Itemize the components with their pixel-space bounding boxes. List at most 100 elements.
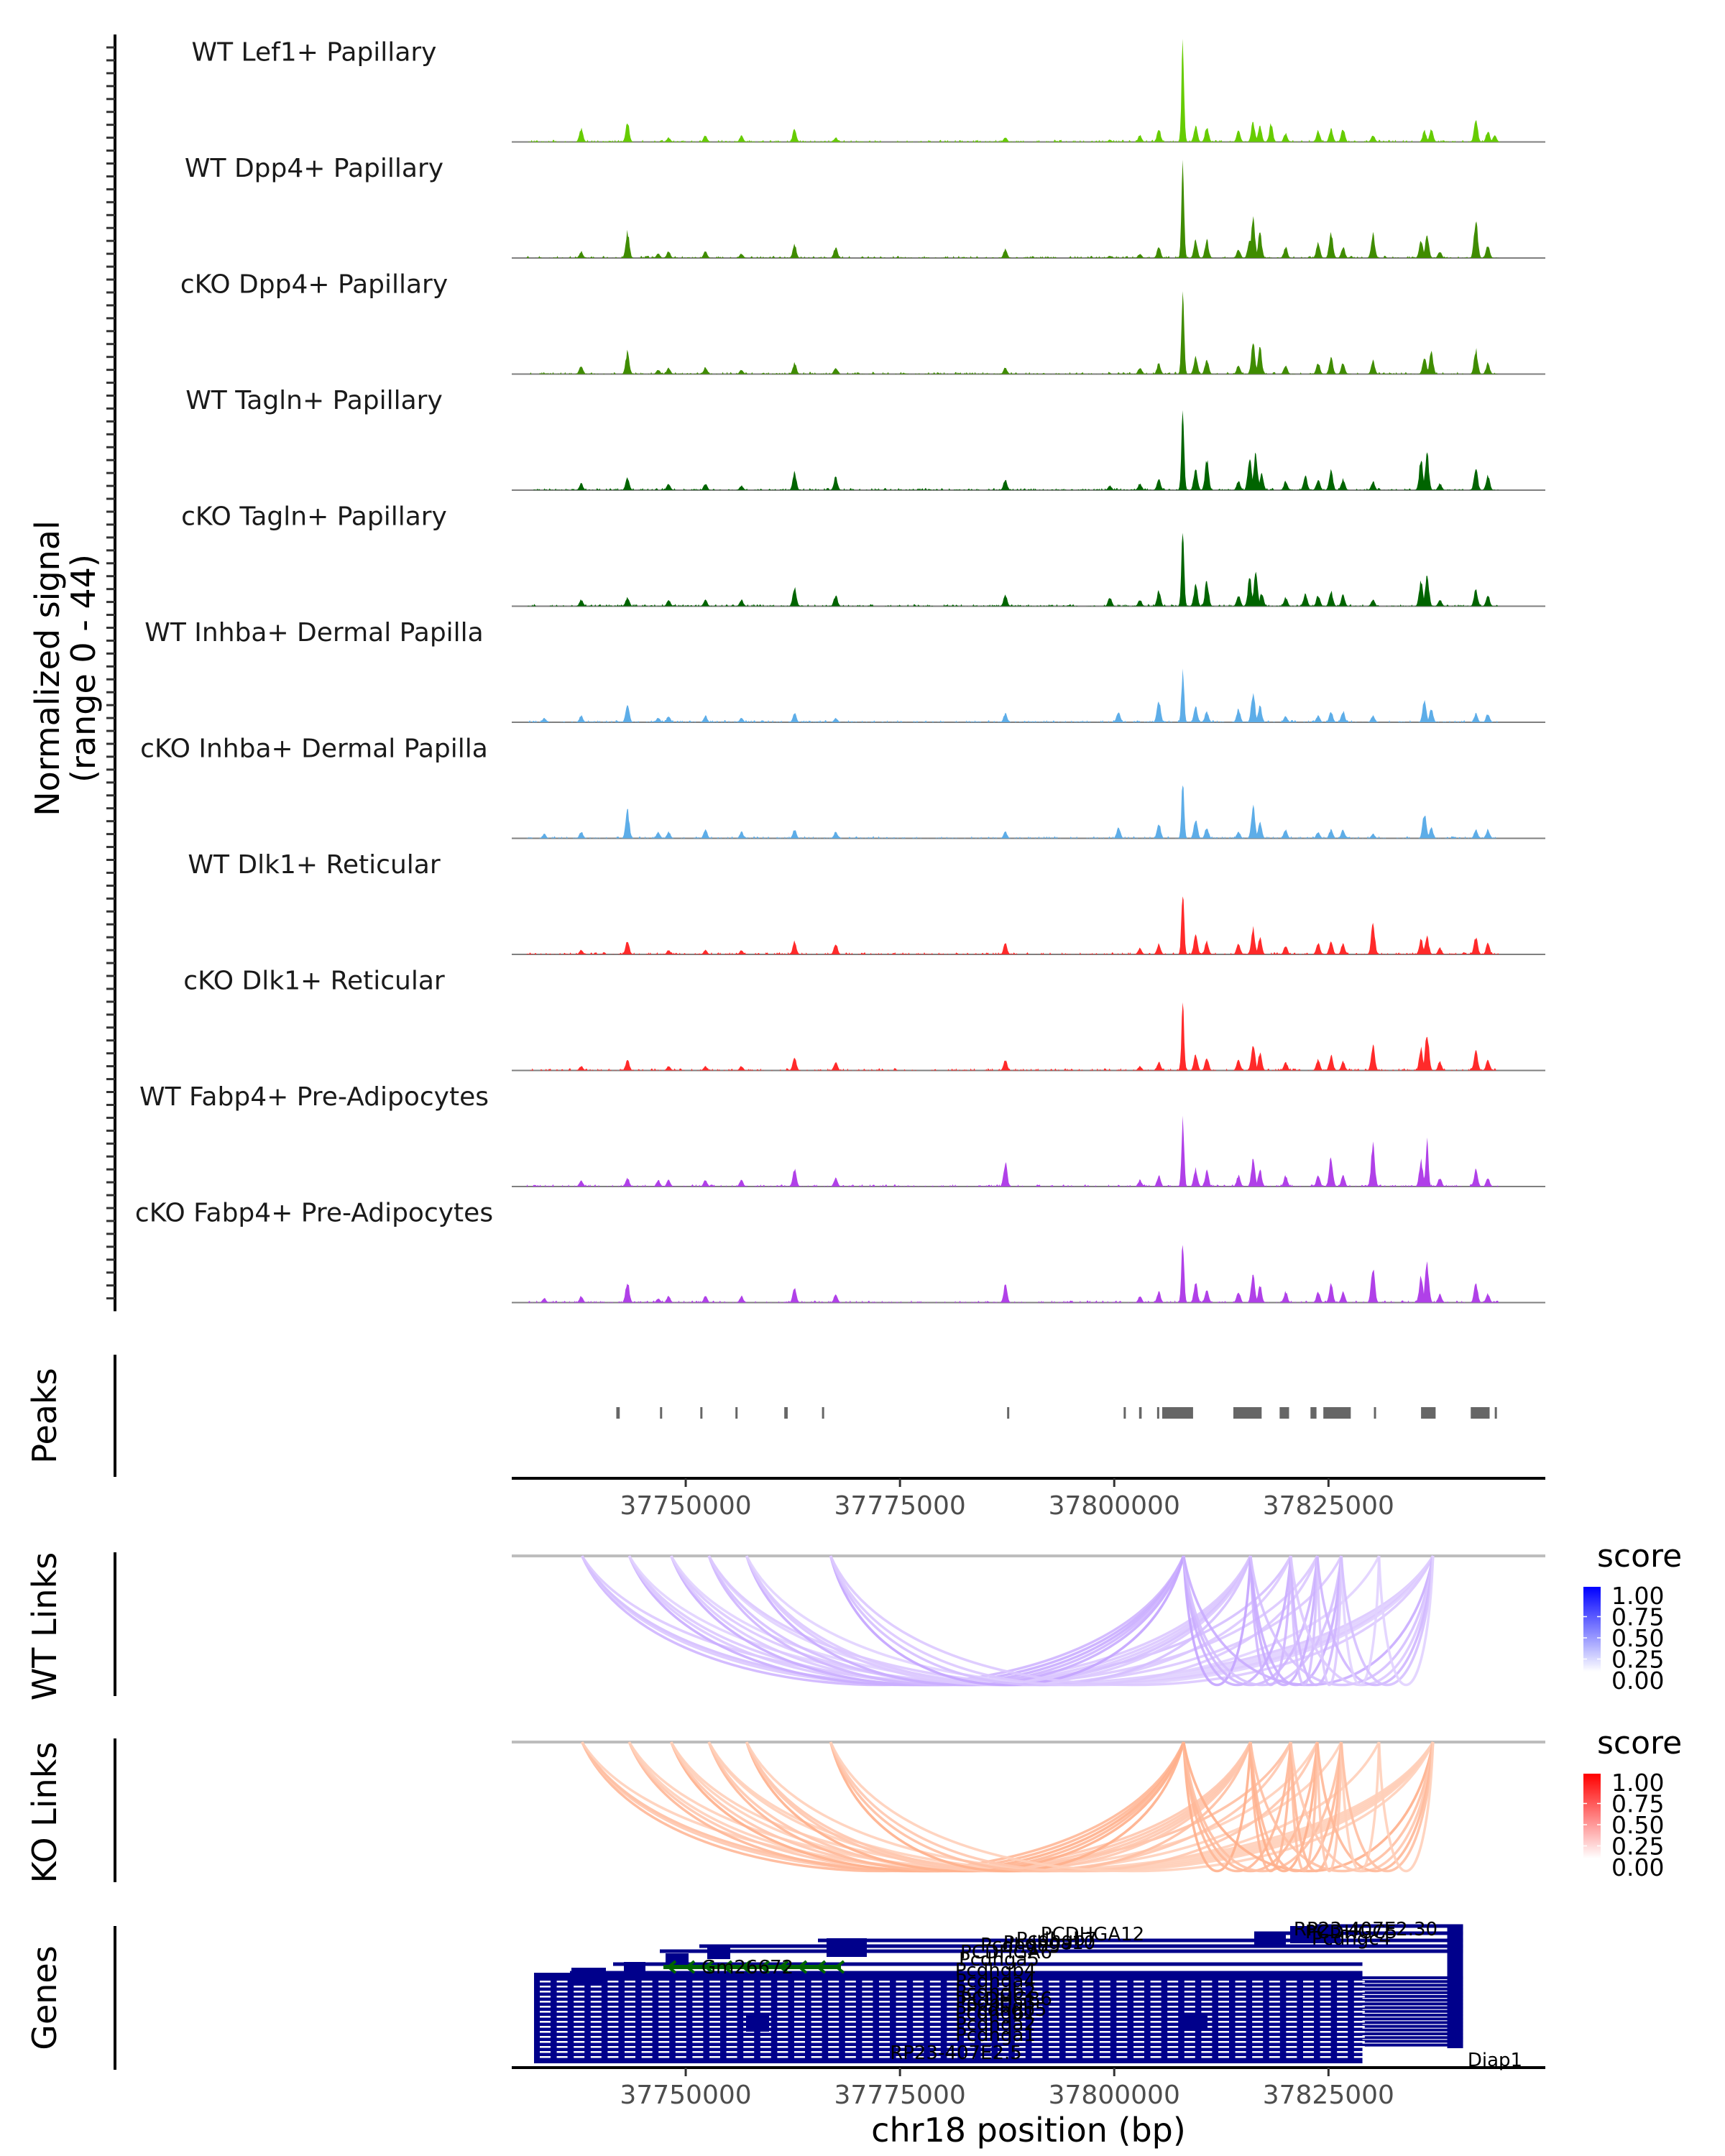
strand-dash — [1167, 2031, 1179, 2033]
strand-dash — [1167, 2006, 1179, 2008]
strand-dash — [777, 1996, 788, 1998]
score-legend: score 1.000.750.500.250.00 — [1583, 1725, 1682, 1881]
strand-dash — [794, 1991, 806, 1993]
strand-dash — [998, 1991, 1009, 1993]
strand-dash — [1218, 2051, 1230, 2053]
strand-dash — [1031, 2041, 1043, 2043]
strand-dash — [692, 2036, 704, 2038]
y-axis-title-line2: (range 0 - 44) — [64, 554, 103, 783]
strand-dash — [1337, 1996, 1348, 1998]
link-arc — [1249, 1741, 1319, 1873]
strand-dash — [896, 2011, 907, 2013]
link-arc — [1340, 1741, 1381, 1872]
strand-dash — [1133, 2041, 1145, 2043]
peak-region — [1162, 1407, 1193, 1419]
x-tick-label: 37825000 — [1263, 2081, 1394, 2110]
strand-dash — [794, 2016, 806, 2018]
strand-dash — [1099, 2001, 1110, 2003]
strand-dash — [1167, 2036, 1179, 2038]
strand-dash — [811, 2026, 822, 2028]
legend-tick-label: 0.25 — [1611, 1646, 1664, 1674]
strand-dash — [1353, 1986, 1365, 1988]
link-arc — [1340, 1741, 1435, 1873]
strand-dash — [1184, 2051, 1195, 2053]
x-tick-label: 37775000 — [834, 1491, 966, 1521]
strand-dash — [574, 2026, 585, 2028]
strand-dash — [675, 2036, 686, 2038]
strand-dash — [1320, 2006, 1331, 2008]
legend-tick-label: 0.00 — [1611, 1667, 1664, 1695]
strand-dash — [675, 2011, 686, 2013]
strand-dash — [845, 2026, 856, 2028]
strand-dash — [1201, 1986, 1213, 1988]
strand-dash — [540, 2031, 551, 2033]
strand-dash — [1065, 2006, 1077, 2008]
link-arc — [1182, 1555, 1319, 1687]
strand-dash — [590, 2051, 602, 2053]
strand-dash — [743, 2001, 755, 2003]
strand-dash — [675, 2016, 686, 2018]
strand-dash — [1116, 2011, 1128, 2013]
strand-dash — [1099, 2026, 1110, 2028]
strand-dash — [658, 1996, 670, 1998]
strand-dash — [641, 1996, 653, 1998]
strand-dash — [1303, 2026, 1315, 2028]
strand-dash — [1116, 1981, 1128, 1983]
peak-region — [1310, 1407, 1317, 1419]
strand-dash — [1269, 2031, 1280, 2033]
strand-dash — [692, 2021, 704, 2023]
strand-dash — [913, 1996, 924, 1998]
strand-dash — [811, 1986, 822, 1988]
signal-track: WT Inhba+ Dermal Papilla — [144, 618, 1545, 723]
gene-label: Pcdhga4 — [955, 1971, 1036, 1992]
strand-dash — [1269, 1996, 1280, 1998]
signal-track: cKO Inhba+ Dermal Papilla — [140, 734, 1545, 839]
strand-dash — [980, 1986, 992, 1988]
strand-dash — [1133, 1991, 1145, 1993]
strand-dash — [947, 2041, 958, 2043]
signal-tracks: WT Lef1+ Papillary WT Dpp4+ Papillary cKO … — [135, 37, 1545, 1304]
strand-dash — [709, 2016, 721, 2018]
strand-dash — [1065, 2021, 1077, 2023]
strand-dash — [1320, 1996, 1331, 1998]
strand-dash — [980, 2026, 992, 2028]
track-label: WT Lef1+ Papillary — [192, 37, 437, 67]
gene-label: Pcdhgb1 — [955, 2003, 1036, 2024]
strand-dash — [811, 2001, 822, 2003]
strand-dash — [811, 2051, 822, 2053]
strand-dash — [929, 2011, 941, 2013]
strand-dash — [1049, 2046, 1060, 2048]
strand-dash — [947, 2001, 958, 2003]
score-legend: score 1.000.750.500.250.00 — [1583, 1538, 1682, 1695]
strand-dash — [980, 2046, 992, 2048]
strand-dash — [675, 2051, 686, 2053]
strand-dash — [1252, 1981, 1264, 1983]
strand-dash — [777, 2051, 788, 2053]
exon-block — [707, 1946, 730, 1959]
strand-dash — [811, 1996, 822, 1998]
strand-dash — [1133, 2031, 1145, 2033]
strand-dash — [929, 1981, 941, 1983]
strand-dash — [998, 2041, 1009, 2043]
strand-dash — [1049, 1986, 1060, 1988]
strand-dash — [1167, 1991, 1179, 1993]
strand-dash — [998, 2001, 1009, 2003]
strand-dash — [980, 2056, 992, 2058]
strand-dash — [913, 2051, 924, 2053]
strand-dash — [964, 1986, 975, 1988]
peak-region — [1323, 1407, 1351, 1419]
link-arc — [829, 1741, 1319, 1873]
strand-dash — [896, 2046, 907, 2048]
strand-dash — [1235, 1986, 1246, 1988]
peak-region — [1421, 1407, 1436, 1419]
strand-dash — [1303, 2046, 1315, 2048]
strand-dash — [641, 2001, 653, 2003]
strand-dash — [845, 2016, 856, 2018]
strand-dash — [1269, 2006, 1280, 2008]
strand-dash — [675, 1986, 686, 1988]
strand-dash — [607, 1981, 619, 1983]
legend-tick-label: 0.00 — [1611, 1853, 1664, 1881]
link-arc — [1182, 1741, 1292, 1873]
strand-dash — [1099, 2031, 1110, 2033]
